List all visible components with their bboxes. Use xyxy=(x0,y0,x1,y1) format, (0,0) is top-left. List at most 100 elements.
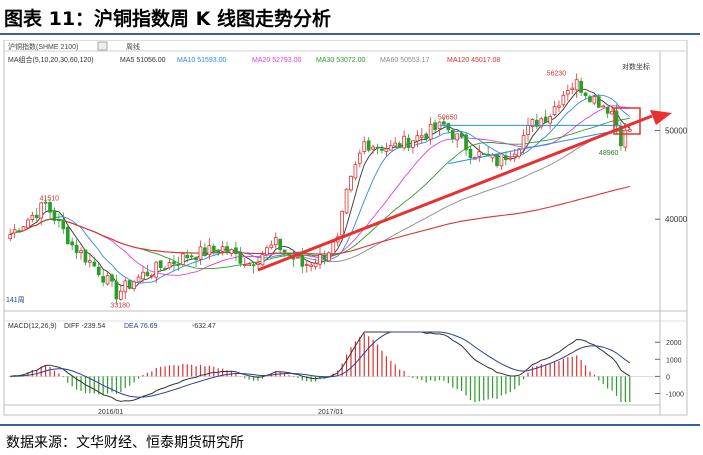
candle-body xyxy=(48,202,52,213)
macd-panel xyxy=(8,331,660,402)
candle-body xyxy=(300,255,305,267)
candle-body xyxy=(287,253,291,256)
candle-body xyxy=(349,175,353,191)
candle-body xyxy=(136,276,141,283)
candle-body xyxy=(282,249,287,253)
candle-body xyxy=(442,121,446,125)
candle-body xyxy=(344,188,349,214)
candle-body xyxy=(273,237,278,246)
candle-body xyxy=(446,123,451,131)
candle-body xyxy=(149,274,154,277)
candle-body xyxy=(79,250,83,254)
candle-body xyxy=(74,244,79,254)
candle-body xyxy=(154,261,159,278)
candle-body xyxy=(238,253,243,264)
candle-body xyxy=(211,245,216,251)
macd-dea-line xyxy=(10,331,631,398)
candle-body xyxy=(189,255,194,258)
candle-body xyxy=(411,140,415,148)
candle-body xyxy=(172,261,176,265)
candle-body xyxy=(627,129,632,132)
candle-body xyxy=(512,153,517,158)
candle-body xyxy=(552,106,557,115)
candle-body xyxy=(579,80,583,93)
focus-box xyxy=(613,107,641,135)
candle-body xyxy=(83,249,88,263)
candle-body xyxy=(26,219,30,229)
candle-body xyxy=(357,152,362,164)
price-label-recent-low: 48960 xyxy=(599,150,619,157)
candle-body xyxy=(119,290,123,300)
time-tick-2017-01: 2017/01 xyxy=(318,409,343,416)
candle-body xyxy=(601,105,606,108)
trend-annotations xyxy=(257,107,672,272)
chart-frame xyxy=(3,40,688,416)
candle-body xyxy=(158,260,163,269)
candle-body xyxy=(304,264,309,266)
period-label[interactable]: 周线 xyxy=(126,42,140,51)
candle-body xyxy=(327,252,331,262)
candle-body xyxy=(207,245,212,256)
candle-body xyxy=(101,276,105,283)
candle-body xyxy=(278,238,283,251)
candle-body xyxy=(535,119,539,127)
candlesticks xyxy=(8,73,632,304)
candle-body xyxy=(596,96,601,108)
candle-body xyxy=(141,271,145,280)
candle-body xyxy=(331,241,336,255)
price-label-local-high: 41510 xyxy=(40,195,60,202)
candle-body xyxy=(43,201,48,204)
macd-tick: 0 xyxy=(666,374,670,381)
candle-body xyxy=(21,226,26,232)
macd-tick: 1000 xyxy=(666,357,682,364)
candle-body xyxy=(322,255,327,260)
candle-body xyxy=(450,129,455,140)
candle-body xyxy=(110,274,114,282)
candle-body xyxy=(340,210,344,236)
candle-body xyxy=(371,146,375,150)
candle-body xyxy=(198,246,203,260)
source-note: 数据来源：文华财经、恒泰期货研究所 xyxy=(6,435,244,451)
ma20-value: MA20 52793.00 xyxy=(252,57,302,64)
candle-body xyxy=(265,247,269,256)
candle-body xyxy=(242,264,247,267)
candle-body xyxy=(61,219,66,230)
instrument-dropdown-icon[interactable] xyxy=(97,41,108,51)
ma-legend-label: MA组合(5,10,20,30,60,120) xyxy=(8,55,94,64)
candle-body xyxy=(123,280,128,293)
candle-body xyxy=(114,281,119,300)
candle-body xyxy=(397,143,402,149)
candle-body xyxy=(526,125,530,135)
candle-body xyxy=(17,230,21,233)
candle-body xyxy=(614,110,619,127)
time-tick-2016-01: 2016/01 xyxy=(98,409,123,416)
candle-body xyxy=(163,268,167,270)
candle-body xyxy=(34,214,39,219)
scale-mode-label[interactable]: 对数坐标 xyxy=(622,62,650,71)
candle-body xyxy=(393,142,398,147)
price-label-local-high: 50650 xyxy=(438,114,458,121)
candle-body xyxy=(362,141,367,152)
figure-title: 图表 11：沪铜指数周 K 线图走势分析 xyxy=(4,8,332,30)
candle-body xyxy=(415,135,420,142)
candle-body xyxy=(52,210,57,221)
candle-body xyxy=(375,146,380,149)
candle-body xyxy=(30,214,35,220)
macd-label: MACD(12,26,9) xyxy=(8,323,57,330)
title-rule xyxy=(0,33,700,35)
candle-body xyxy=(145,271,150,277)
macd-diff-value: DIFF -239.54 xyxy=(64,323,105,330)
candle-body xyxy=(105,275,110,285)
macd-tick: -1000 xyxy=(666,391,684,398)
candle-body xyxy=(185,254,190,259)
candle-body xyxy=(481,153,486,156)
candle-body xyxy=(583,92,588,97)
price-label-bar-count: 141周 xyxy=(6,296,25,304)
candle-body xyxy=(225,246,229,253)
price-label-high: 56230 xyxy=(547,71,567,78)
candle-body xyxy=(220,246,225,252)
candle-body xyxy=(313,263,318,268)
price-label-low: 33180 xyxy=(110,303,130,310)
candle-body xyxy=(464,134,468,151)
candle-body xyxy=(216,249,221,254)
